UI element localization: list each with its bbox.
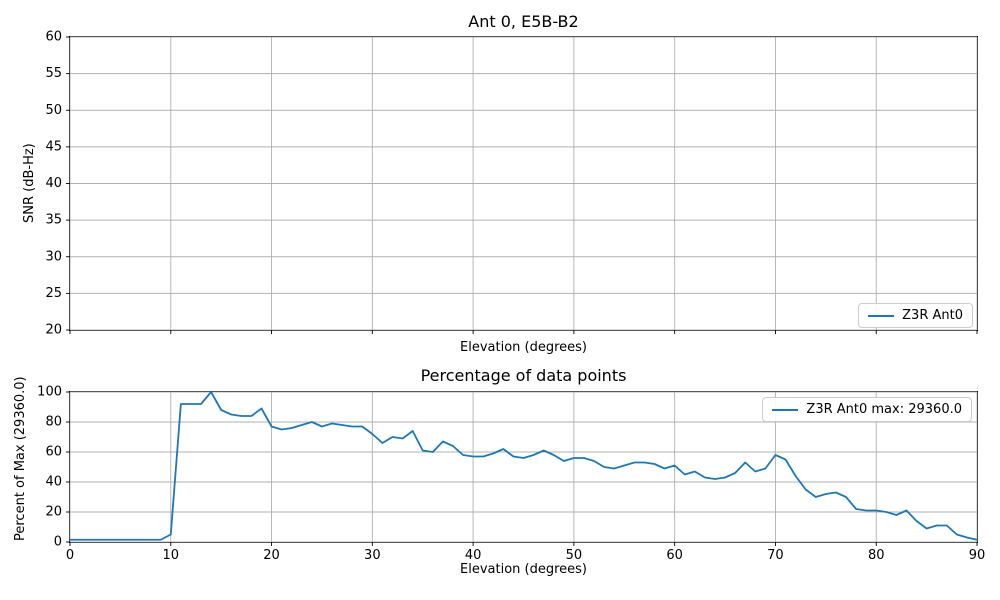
svg-text:40: 40 <box>45 176 62 191</box>
svg-text:40: 40 <box>465 548 482 563</box>
legend-line-sample-icon <box>868 314 895 317</box>
svg-text:10: 10 <box>163 548 180 563</box>
top-chart-title: Ant 0, E5B-B2 <box>468 12 579 31</box>
svg-text:50: 50 <box>45 103 62 118</box>
svg-text:25: 25 <box>45 286 62 301</box>
svg-text:20: 20 <box>45 505 62 520</box>
svg-text:30: 30 <box>364 548 381 563</box>
svg-text:90: 90 <box>969 548 986 563</box>
svg-text:0: 0 <box>66 548 74 563</box>
svg-text:80: 80 <box>868 548 885 563</box>
svg-text:30: 30 <box>45 249 62 264</box>
svg-text:60: 60 <box>45 30 62 45</box>
top-plot-area: 20 25 30 35 40 45 50 55 60 <box>45 30 978 338</box>
top-y-axis-label: SNR (dB-Hz) <box>22 143 37 224</box>
bottom-legend-label: Z3R Ant0 max: 29360.0 <box>806 402 962 417</box>
svg-text:0: 0 <box>54 535 62 550</box>
top-chart-canvas: 20 25 30 35 40 45 50 55 60 <box>45 30 978 338</box>
svg-text:70: 70 <box>767 548 784 563</box>
svg-text:100: 100 <box>37 385 62 400</box>
svg-text:35: 35 <box>45 213 62 228</box>
svg-text:50: 50 <box>566 548 583 563</box>
svg-text:60: 60 <box>45 445 62 460</box>
legend-line-sample-icon <box>772 408 799 411</box>
svg-text:45: 45 <box>45 139 62 154</box>
svg-text:20: 20 <box>45 323 62 338</box>
bottom-chart-title: Percentage of data points <box>420 366 627 385</box>
svg-text:40: 40 <box>45 475 62 490</box>
top-legend: Z3R Ant0 <box>858 303 973 328</box>
top-legend-label: Z3R Ant0 <box>902 308 963 323</box>
svg-text:60: 60 <box>666 548 683 563</box>
svg-text:80: 80 <box>45 415 62 430</box>
bottom-x-axis-label: Elevation (degrees) <box>460 562 587 577</box>
bottom-legend: Z3R Ant0 max: 29360.0 <box>762 397 972 422</box>
svg-text:55: 55 <box>45 66 62 81</box>
bottom-y-axis-label: Percent of Max (29360.0) <box>13 376 28 541</box>
svg-text:20: 20 <box>263 548 280 563</box>
top-x-axis-label: Elevation (degrees) <box>460 340 587 355</box>
